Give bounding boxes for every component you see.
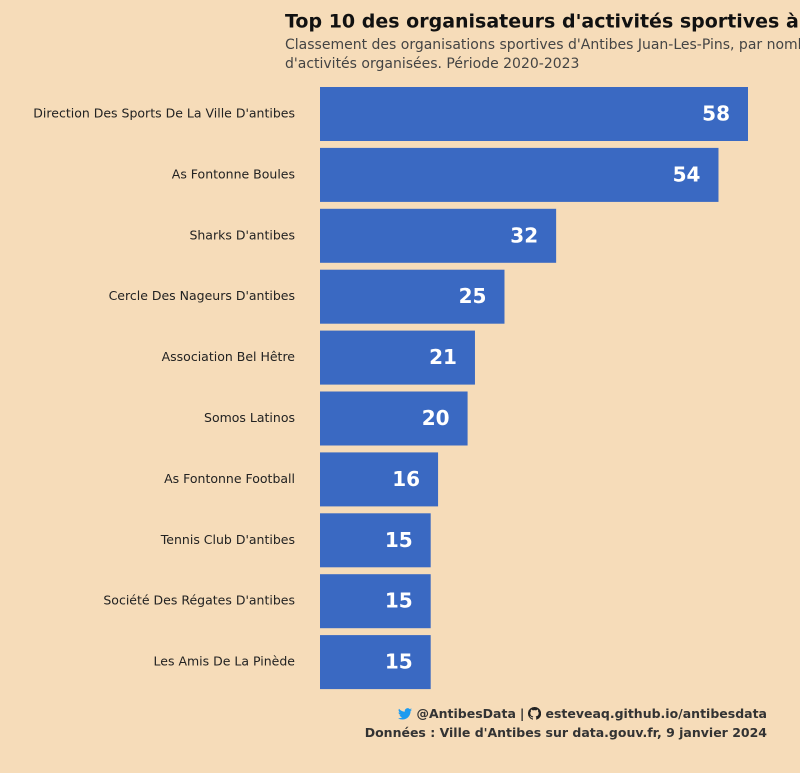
category-label: Les Amis De La Pinède [154, 654, 296, 669]
value-label: 21 [429, 345, 457, 369]
bar [320, 452, 439, 507]
website: esteveaq.github.io/antibesdata [545, 706, 767, 721]
bar [320, 391, 468, 446]
bar [320, 574, 431, 629]
bar [320, 208, 557, 263]
twitter-handle: @AntibesData [416, 706, 516, 721]
value-label: 20 [422, 406, 450, 430]
github-icon [528, 707, 542, 720]
bar [320, 330, 475, 385]
source: Données : Ville d'Antibes sur data.gouv.… [364, 725, 767, 740]
value-label: 32 [510, 223, 538, 247]
category-label: Direction Des Sports De La Ville D'antib… [33, 106, 295, 121]
value-label: 15 [385, 589, 413, 613]
bar [320, 513, 431, 568]
separator: | [519, 706, 525, 721]
category-label: Association Bel Hêtre [162, 349, 296, 364]
value-label: 16 [392, 467, 420, 491]
category-label: As Fontonne Boules [172, 166, 295, 181]
value-label: 54 [673, 162, 701, 186]
category-label: Société Des Régates D'antibes [103, 593, 295, 608]
bar [320, 147, 719, 202]
bar [320, 635, 431, 690]
category-label: As Fontonne Football [164, 471, 295, 486]
chart-subtitle: Classement des organisations sportives d… [285, 37, 800, 53]
value-label: 25 [459, 284, 487, 308]
chart-title: Top 10 des organisateurs d'activités spo… [285, 11, 800, 33]
footer-links: @AntibesData | esteveaq.github.io/antibe… [365, 704, 767, 723]
value-label: 58 [702, 102, 730, 126]
chart: Top 10 des organisateurs d'activités spo… [33, 11, 800, 690]
category-label: Cercle Des Nageurs D'antibes [109, 288, 295, 303]
chart-subtitle: d'activités organisées. Période 2020-202… [285, 56, 579, 72]
value-label: 15 [385, 528, 413, 552]
category-label: Sharks D'antibes [189, 227, 295, 242]
category-label: Tennis Club D'antibes [160, 532, 295, 547]
bar [320, 269, 505, 324]
value-label: 15 [385, 650, 413, 674]
twitter-icon [398, 707, 413, 720]
category-label: Somos Latinos [204, 410, 295, 425]
footer: @AntibesData | esteveaq.github.io/antibe… [365, 704, 767, 742]
bar [320, 87, 748, 141]
